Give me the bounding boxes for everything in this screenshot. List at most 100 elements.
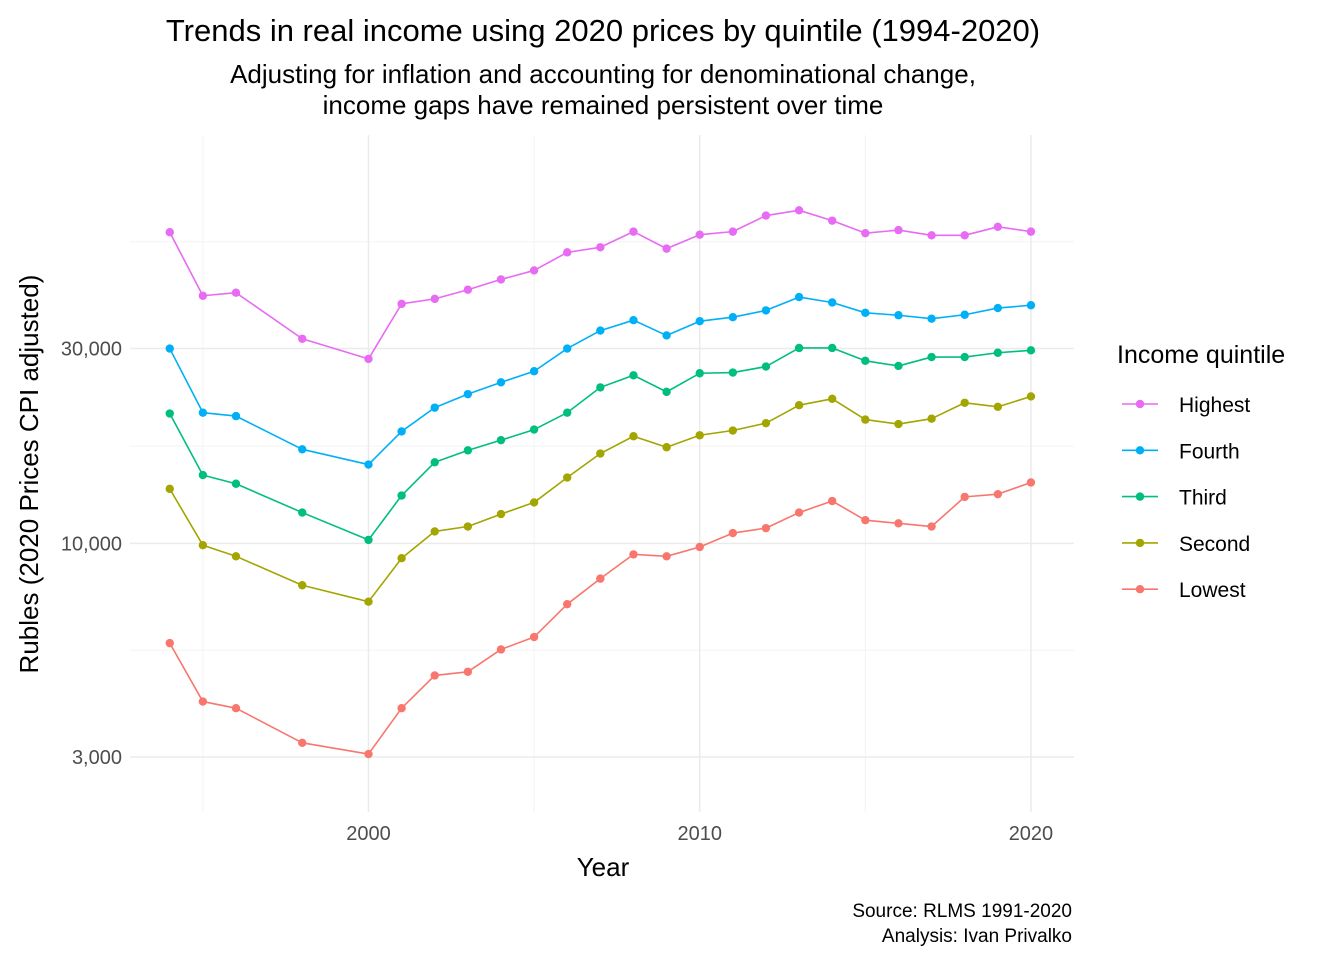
data-point-lowest [496, 645, 506, 654]
data-point-fourth [596, 326, 605, 335]
data-point-second [894, 419, 903, 429]
data-point-third [364, 535, 373, 545]
data-point-third [861, 356, 870, 365]
data-point-highest [231, 288, 241, 297]
data-point-third [761, 362, 771, 371]
data-point-second [993, 402, 1003, 412]
data-point-lowest [960, 492, 969, 502]
data-point-third [463, 446, 473, 455]
data-point-third [397, 491, 406, 500]
data-point-third [960, 352, 969, 362]
data-point-lowest [927, 522, 936, 531]
series-highest [165, 206, 1036, 364]
x-tick-label: 2000 [346, 823, 391, 845]
data-point-third [165, 409, 174, 418]
data-point-second [861, 415, 870, 424]
data-point-second [828, 394, 837, 403]
data-point-third [894, 361, 903, 371]
legend-item-highest: Highest [1122, 394, 1250, 417]
legend-item-second: Second [1122, 533, 1250, 556]
data-point-fourth [629, 316, 638, 325]
legend-label: Third [1179, 487, 1227, 510]
data-point-lowest [894, 519, 903, 528]
data-point-highest [695, 230, 704, 239]
data-point-highest [496, 275, 506, 284]
data-point-third [563, 408, 572, 417]
data-point-lowest [563, 599, 572, 609]
data-point-fourth [828, 298, 837, 307]
data-point-third [1026, 346, 1036, 355]
data-point-second [695, 431, 704, 440]
y-tick-label: 3,000 [72, 747, 122, 769]
data-point-lowest [695, 542, 704, 552]
x-axis-title: Year [577, 852, 630, 882]
caption-analysis: Analysis: Ivan Privalko [882, 926, 1072, 947]
legend-item-lowest: Lowest [1122, 579, 1246, 602]
data-point-third [927, 352, 936, 362]
data-point-highest [629, 227, 638, 236]
data-point-lowest [728, 528, 738, 538]
data-point-third [596, 383, 605, 392]
data-point-second [529, 498, 539, 507]
data-point-third [695, 369, 704, 378]
legend-label: Highest [1179, 394, 1250, 417]
data-point-fourth [430, 403, 439, 412]
data-point-second [596, 449, 605, 458]
data-point-second [563, 473, 572, 482]
data-point-third [828, 343, 837, 353]
data-point-lowest [861, 515, 870, 525]
grid [130, 135, 1074, 812]
data-point-lowest [463, 667, 473, 676]
data-point-fourth [496, 378, 506, 387]
data-point-third [794, 343, 804, 353]
x-tick-label: 2010 [677, 823, 722, 845]
legend-label: Lowest [1179, 579, 1246, 602]
data-point-highest [794, 206, 804, 215]
legend-label: Second [1179, 533, 1250, 556]
data-point-fourth [397, 427, 406, 436]
data-point-highest [165, 228, 174, 237]
data-point-second [298, 581, 307, 590]
legend-key-point [1135, 446, 1145, 455]
data-point-second [463, 522, 473, 531]
data-point-fourth [662, 331, 671, 340]
data-point-fourth [794, 292, 804, 302]
data-point-fourth [728, 313, 738, 322]
data-point-fourth [960, 310, 969, 319]
legend-item-third: Third [1122, 487, 1227, 510]
data-point-second [761, 418, 771, 428]
data-point-highest [861, 228, 870, 238]
data-point-lowest [794, 508, 804, 517]
caption-source: Source: RLMS 1991-2020 [852, 901, 1072, 922]
series-fourth [165, 292, 1036, 469]
data-point-second [198, 541, 208, 550]
legend-key-point [1135, 538, 1145, 548]
y-tick-label: 10,000 [61, 533, 122, 555]
chart-title: Trends in real income using 2020 prices … [166, 13, 1040, 48]
data-point-highest [894, 225, 903, 235]
data-point-fourth [695, 317, 704, 326]
data-point-third [231, 479, 241, 488]
data-point-highest [298, 334, 307, 343]
data-point-second [960, 398, 969, 407]
data-point-highest [728, 227, 738, 236]
data-point-fourth [761, 306, 771, 315]
data-point-third [529, 425, 539, 434]
legend: Income quintile Highest Fourth Third Second… [1117, 341, 1285, 602]
data-point-highest [662, 244, 671, 253]
data-point-third [629, 371, 638, 380]
data-point-highest [430, 294, 439, 304]
data-point-lowest [231, 703, 241, 713]
series-group [165, 206, 1036, 759]
data-point-highest [397, 299, 406, 309]
data-point-second [1026, 392, 1036, 401]
legend-title: Income quintile [1117, 341, 1285, 369]
data-point-highest [563, 248, 572, 257]
data-point-fourth [563, 344, 572, 353]
data-point-fourth [993, 303, 1003, 313]
data-point-highest [761, 211, 771, 220]
data-point-lowest [993, 489, 1003, 499]
data-point-third [993, 348, 1003, 357]
